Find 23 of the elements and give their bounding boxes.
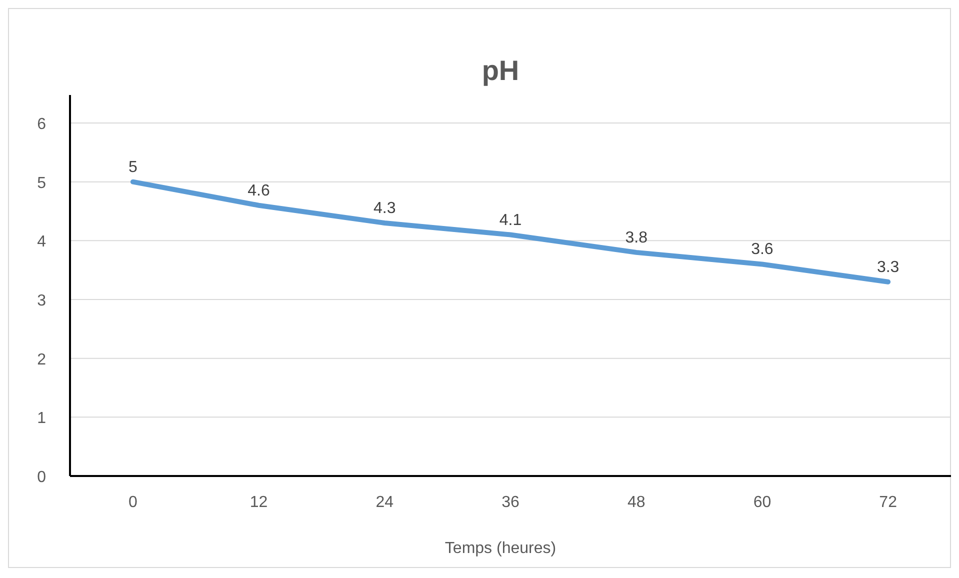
chart-title: pH bbox=[482, 55, 520, 86]
x-tick-label: 24 bbox=[376, 494, 394, 511]
y-tick-label: 4 bbox=[37, 234, 46, 251]
data-label: 3.6 bbox=[751, 241, 774, 258]
data-label: 4.1 bbox=[499, 212, 522, 229]
y-tick-label: 0 bbox=[37, 469, 46, 486]
x-axis-title: Temps (heures) bbox=[444, 540, 556, 557]
data-label: 4.6 bbox=[248, 182, 270, 200]
data-label: 3.3 bbox=[876, 258, 900, 276]
y-tick-label: 3 bbox=[37, 292, 46, 310]
data-label: 3.8 bbox=[625, 229, 648, 246]
y-tick-label: 6 bbox=[37, 116, 46, 133]
x-tick-label: 0 bbox=[128, 494, 138, 511]
x-tick-label: 48 bbox=[627, 494, 646, 511]
data-label: 5 bbox=[128, 158, 138, 176]
data-label: 4.3 bbox=[374, 200, 396, 218]
x-tick-label: 72 bbox=[879, 494, 898, 511]
x-tick-label: 36 bbox=[502, 494, 520, 511]
x-tick-label: 60 bbox=[753, 494, 772, 511]
y-tick-label: 5 bbox=[37, 174, 46, 192]
y-tick-label: 1 bbox=[37, 410, 46, 428]
x-tick-label: 12 bbox=[250, 494, 268, 511]
y-tick-label: 2 bbox=[37, 351, 46, 368]
